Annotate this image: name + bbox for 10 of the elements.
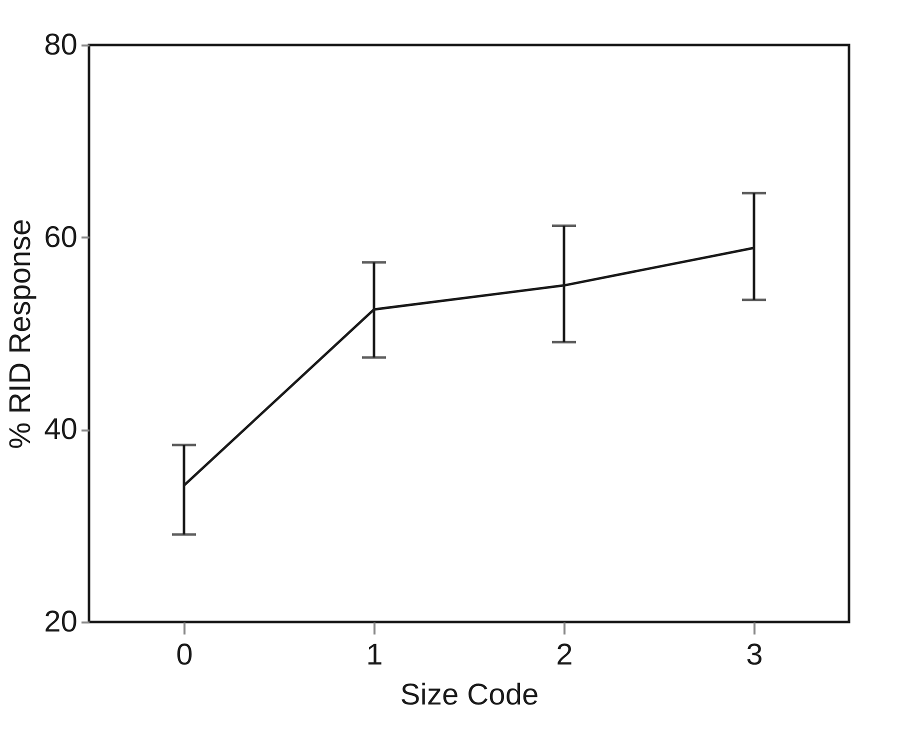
y-tick-label: 20	[44, 606, 78, 638]
x-tick-label: 1	[366, 638, 383, 672]
y-axis-title: % RID Response	[4, 218, 38, 450]
y-tick-label: 60	[44, 220, 78, 254]
x-tick-label: 2	[556, 638, 573, 672]
x-tick-label: 0	[176, 638, 193, 672]
y-tick-label: 40	[44, 413, 78, 446]
x-axis-title: Size Code	[400, 678, 539, 712]
y-tick-label: 80	[44, 28, 78, 62]
x-tick-label: 3	[746, 638, 763, 672]
